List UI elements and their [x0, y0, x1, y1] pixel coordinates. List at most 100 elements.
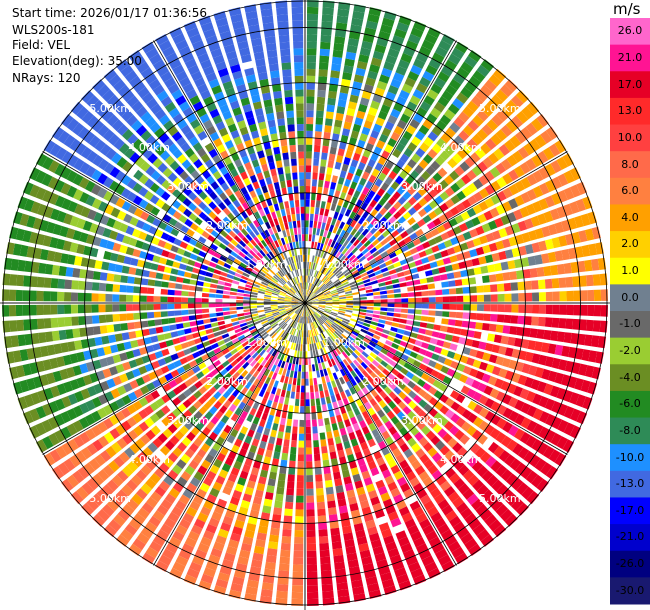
- velocity-gate: [248, 473, 258, 483]
- velocity-gate: [261, 434, 269, 443]
- velocity-gate: [305, 351, 308, 359]
- velocity-gate: [500, 124, 513, 137]
- velocity-gate: [308, 316, 312, 323]
- velocity-gate: [530, 215, 541, 227]
- velocity-gate: [297, 454, 304, 462]
- velocity-gate: [332, 249, 339, 257]
- velocity-gate: [337, 288, 345, 293]
- velocity-gate: [198, 269, 207, 276]
- velocity-gate: [238, 319, 246, 324]
- velocity-gate: [417, 218, 426, 228]
- velocity-gate: [306, 475, 314, 482]
- velocity-gate: [231, 337, 240, 344]
- velocity-gate: [81, 502, 95, 516]
- velocity-gate: [305, 297, 310, 303]
- velocity-gate: [224, 352, 233, 360]
- velocity-gate: [205, 523, 218, 534]
- velocity-gate: [221, 348, 230, 355]
- velocity-gate: [264, 308, 272, 312]
- velocity-gate: [512, 443, 524, 456]
- velocity-gate: [362, 186, 370, 196]
- velocity-gate: [26, 246, 36, 258]
- velocity-gate: [198, 386, 208, 395]
- velocity-gate: [442, 341, 452, 349]
- velocity-gate: [323, 290, 331, 295]
- velocity-gate: [208, 517, 220, 528]
- velocity-gate: [374, 269, 382, 276]
- velocity-gate: [427, 89, 439, 100]
- velocity-gate: [588, 350, 598, 363]
- velocity-gate: [537, 442, 549, 456]
- velocity-gate: [478, 420, 489, 432]
- velocity-gate: [42, 436, 54, 450]
- velocity-gate: [46, 344, 56, 356]
- velocity-gate: [476, 484, 489, 497]
- velocity-gate: [372, 348, 380, 356]
- velocity-gate: [571, 231, 581, 244]
- velocity-gate: [347, 187, 355, 196]
- velocity-gate: [250, 392, 258, 401]
- velocity-gate: [446, 326, 455, 334]
- velocity-gate: [91, 293, 99, 302]
- velocity-gate: [416, 107, 428, 118]
- velocity-gate: [306, 536, 316, 544]
- velocity-gate: [542, 147, 555, 161]
- velocity-gate: [315, 289, 321, 295]
- velocity-gate: [306, 89, 315, 97]
- velocity-gate: [444, 535, 458, 547]
- velocity-gate: [294, 68, 304, 76]
- velocity-gate: [29, 408, 40, 422]
- velocity-gate: [259, 419, 266, 428]
- velocity-gate: [97, 469, 110, 482]
- velocity-gate: [394, 308, 402, 313]
- velocity-gate: [193, 437, 203, 448]
- velocity-gate: [291, 591, 303, 600]
- velocity-gate: [128, 543, 142, 556]
- velocity-gate: [440, 232, 450, 241]
- velocity-gate: [260, 397, 268, 406]
- velocity-gate: [415, 303, 423, 309]
- velocity-gate: [331, 423, 338, 431]
- velocity-gate: [464, 156, 476, 168]
- velocity-gate: [434, 46, 448, 58]
- velocity-gate: [303, 261, 305, 269]
- velocity-gate: [326, 431, 333, 439]
- velocity-gate: [404, 77, 416, 88]
- velocity-gate: [242, 493, 252, 503]
- velocity-gate: [444, 264, 453, 272]
- velocity-gate: [255, 335, 262, 342]
- velocity-gate: [332, 196, 339, 205]
- velocity-gate: [56, 383, 67, 396]
- velocity-gate: [167, 469, 179, 481]
- velocity-gate: [578, 230, 588, 243]
- velocity-gate: [289, 311, 295, 317]
- velocity-gate: [448, 103, 460, 115]
- velocity-gate: [526, 491, 540, 505]
- velocity-gate: [189, 321, 198, 327]
- velocity-gate: [345, 293, 353, 297]
- velocity-gate: [318, 529, 328, 537]
- velocity-gate: [254, 386, 261, 395]
- velocity-gate: [427, 567, 441, 579]
- velocity-gate: [335, 575, 348, 584]
- velocity-gate: [279, 556, 290, 565]
- velocity-gate: [431, 125, 443, 137]
- velocity-gate: [307, 309, 310, 317]
- velocity-gate: [65, 329, 74, 339]
- velocity-gate: [292, 343, 297, 351]
- velocity-gate: [225, 509, 236, 519]
- velocity-gate: [356, 242, 363, 250]
- velocity-gate: [419, 142, 430, 153]
- velocity-gate: [349, 211, 356, 220]
- velocity-gate: [335, 284, 343, 289]
- velocity-gate: [570, 332, 579, 345]
- velocity-gate: [329, 451, 337, 460]
- velocity-gate: [263, 306, 271, 310]
- velocity-gate: [537, 381, 547, 393]
- velocity-gate: [427, 254, 436, 262]
- velocity-gate: [306, 62, 316, 70]
- velocity-gate: [229, 295, 237, 299]
- velocity-gate: [57, 278, 66, 289]
- velocity-gate: [318, 304, 326, 307]
- velocity-gate: [545, 413, 556, 427]
